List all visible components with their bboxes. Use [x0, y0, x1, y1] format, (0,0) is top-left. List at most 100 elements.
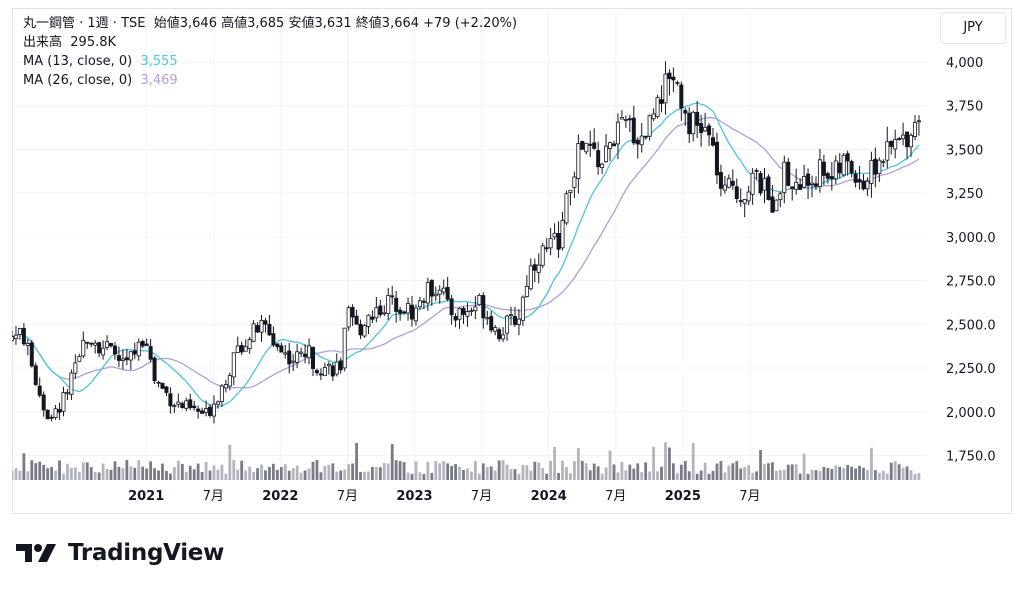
candle-body — [837, 162, 842, 174]
candle-body — [136, 341, 141, 357]
volume-bars — [12, 442, 921, 480]
volume-bar — [485, 467, 489, 480]
candle-body — [33, 365, 38, 385]
candle-body — [762, 178, 767, 191]
candle-body — [750, 172, 755, 195]
candle-body — [180, 403, 185, 408]
candle-body — [73, 362, 78, 374]
candle-body — [806, 173, 811, 186]
volume-bar — [438, 463, 442, 480]
volume-bar — [501, 460, 505, 480]
ma26-line — [12, 117, 920, 389]
legend-ma13-row[interactable]: MA (13, close, 0) 3,555 — [23, 52, 517, 71]
symbol-info[interactable]: 丸一鋼管 · 1週 · TSE — [23, 16, 146, 31]
price-tick-label: 2,750.0 — [946, 275, 996, 290]
candle-body — [231, 352, 236, 378]
volume-bar — [497, 460, 501, 480]
tradingview-logo-icon — [16, 544, 56, 562]
candle-body — [845, 153, 850, 162]
tradingview-logo[interactable]: TradingView — [16, 538, 224, 568]
candle-body — [536, 264, 541, 273]
ohlc-values: 始値3,646 高値3,685 安値3,631 終値3,664 +79 (+2.… — [153, 16, 518, 31]
candle-body — [188, 399, 193, 409]
volume-bar — [711, 470, 715, 480]
candle-body — [374, 307, 379, 319]
volume-bar — [153, 468, 156, 480]
candle-body — [730, 181, 735, 186]
volume-bar — [394, 460, 398, 480]
volume-bar — [537, 462, 541, 480]
volume-bar — [866, 470, 869, 480]
volume-bar — [46, 468, 50, 480]
volume-bar — [422, 473, 426, 480]
price-tick-label: 3,250 — [946, 187, 983, 202]
volume-bar — [402, 462, 406, 480]
volume-bar — [786, 464, 790, 480]
candle-body — [156, 381, 161, 384]
price-axis[interactable]: 4,000 3,750 3,500 3,250 3,000.0 2,750.0 2,500.… — [946, 56, 996, 465]
volume-bar — [759, 450, 762, 480]
volume-bar — [101, 463, 105, 480]
candle-body — [623, 119, 628, 121]
candle-body — [619, 117, 624, 120]
candle-body — [576, 143, 581, 179]
candle-body — [378, 305, 383, 315]
volume-bar — [553, 446, 556, 480]
currency-button[interactable]: JPY — [940, 12, 1006, 44]
volume-bar — [683, 460, 687, 480]
time-tick-label: 7月 — [471, 489, 492, 504]
volume-bar — [889, 462, 893, 480]
candle-body — [453, 316, 458, 321]
volume-bar — [699, 470, 703, 480]
candle-body — [457, 308, 462, 320]
candle-body — [93, 342, 98, 346]
candle-body — [782, 161, 787, 193]
volume-bar — [838, 466, 842, 480]
candle-body — [857, 179, 862, 183]
candle-body — [116, 355, 121, 361]
candle-body — [291, 360, 296, 363]
time-axis[interactable]: 2021 7月 2022 7月 2023 7月 2024 7月 2025 7月 — [128, 489, 760, 504]
volume-bar — [913, 473, 917, 480]
candle-body — [45, 409, 50, 420]
candle-body — [219, 385, 224, 402]
volume-bar — [66, 463, 69, 480]
volume-bar — [679, 464, 683, 480]
volume-bar — [493, 470, 497, 480]
volume-bar — [529, 470, 533, 480]
volume-bar — [81, 462, 85, 480]
volume-bar — [774, 470, 778, 480]
volume-bar — [870, 447, 873, 480]
candle-body — [208, 406, 213, 416]
candle-body — [600, 163, 605, 168]
candle-body — [263, 320, 268, 325]
volume-bar — [771, 462, 774, 480]
candle-body — [734, 186, 739, 200]
volume-bar — [842, 468, 846, 480]
candle-body — [429, 279, 434, 297]
legend-ma26-row[interactable]: MA (26, close, 0) 3,469 — [23, 71, 517, 90]
volume-bar — [517, 473, 521, 480]
candle-body — [885, 141, 890, 161]
candle-body — [223, 384, 228, 389]
volume-bar — [561, 460, 564, 480]
candle-body — [699, 123, 704, 133]
candle-body — [695, 112, 700, 126]
volume-bar — [687, 471, 691, 480]
volume-bar — [830, 468, 834, 480]
volume-bar — [97, 472, 101, 480]
candle-body — [738, 200, 743, 202]
candle-body — [215, 401, 220, 405]
candle-body — [41, 394, 46, 411]
candle-body — [386, 294, 391, 314]
candle-body — [211, 403, 216, 417]
candle-body — [592, 142, 597, 149]
candle-body — [342, 327, 347, 369]
candle-body — [627, 118, 632, 121]
volume-bar — [541, 468, 545, 480]
volume-bar — [137, 460, 141, 480]
volume-bar — [695, 473, 699, 480]
price-chart[interactable]: 4,000 3,750 3,500 3,250 3,000.0 2,750.0 2,500.… — [12, 8, 1012, 514]
chart-frame — [12, 8, 1012, 514]
volume-bar — [873, 470, 877, 480]
